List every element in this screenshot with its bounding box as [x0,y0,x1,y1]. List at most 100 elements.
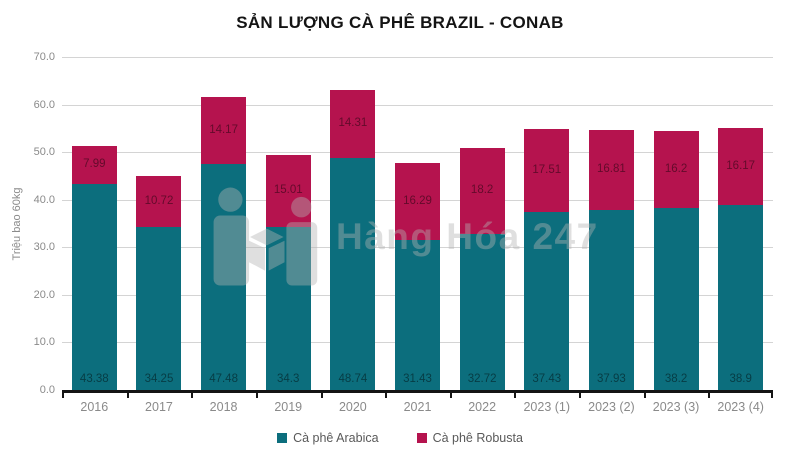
bar-value-label: 47.48 [209,372,238,385]
x-tick-label: 2016 [80,400,109,414]
axis-tick [126,390,129,398]
bar-segment-arabica: 32.72 [459,234,505,390]
bar-value-label: 37.43 [532,372,562,385]
bar-value-label: 32.72 [467,372,497,385]
axis-tick [385,390,388,398]
axis-tick [514,390,517,398]
bar-segment-robusta: 15.01 [265,155,311,227]
bar-2023 (1): 37.43 17.51 [524,57,570,390]
chart-title: SẢN LƯỢNG CÀ PHÊ BRAZIL - CONAB [236,13,564,32]
bar-2021: 31.43 16.29 [395,57,440,390]
y-tick-label: 40.0 [33,193,55,206]
gridline [62,152,773,154]
bar-segment-arabica: 47.48 [201,164,247,390]
bar-segment-robusta: 16.2 [653,131,699,209]
bar-segment-robusta: 10.72 [136,176,182,228]
legend-item: Cà phê Robusta [416,431,523,445]
x-tick-label: 2023 (2) [588,400,635,414]
bar-value-label: 18.2 [470,184,494,197]
legend-label: Cà phê Robusta [432,431,523,445]
x-tick-label: 2017 [145,400,173,414]
axis-tick [255,390,258,398]
y-axis: 0.0 10.0 20.0 30.0 40.0 50.0 60.0 70.0 [0,51,55,396]
legend: Cà phê Arabica Cà phê Robusta [0,431,800,445]
bar-2023 (2): 37.93 16.81 [588,57,634,390]
axis-tick [449,390,452,398]
axis-tick [320,390,323,398]
legend-swatch-robusta [416,433,427,443]
x-tick-label: 2022 [468,400,497,414]
bar-segment-robusta: 14.31 [330,90,376,159]
y-tick-label: 70.0 [33,51,55,63]
bar-segment-robusta: 18.2 [459,147,505,235]
axis-tick [771,390,773,398]
axis-tick [643,390,646,398]
bar-2018: 47.48 14.17 [201,57,247,390]
x-tick-label: 2023 (1) [523,400,571,414]
y-tick-label: 20.0 [33,288,55,301]
x-tick-label: 2023 (4) [717,400,764,414]
bar-segment-robusta: 14.17 [201,96,247,165]
bar-2020: 48.74 14.31 [330,57,376,390]
bar-segment-arabica: 34.3 [265,226,311,390]
bar-segment-arabica: 37.43 [524,211,570,390]
bar-segment-arabica: 48.74 [330,158,376,390]
plot-area: 43.38 7.99 2016 34.25 10.72 2017 47.48 14.17 201… [62,57,773,414]
bar-value-label: 7.99 [83,157,106,170]
axis-tick [191,390,194,398]
bar-value-label: 15.01 [273,184,303,197]
y-tick-label: 10.0 [33,336,55,349]
bar-value-label: 14.31 [338,117,368,130]
bar-segment-robusta: 17.51 [524,128,570,212]
bar-2022: 32.72 18.2 [459,57,505,390]
bar-2023 (4): 38.9 16.17 [718,57,764,390]
bar-value-label: 34.3 [277,372,300,385]
bar-segment-robusta: 7.99 [71,145,117,184]
bar-value-label: 16.29 [403,194,432,207]
bar-segment-robusta: 16.17 [718,128,764,205]
x-tick-label: 2019 [274,400,303,414]
bar-value-label: 48.74 [338,372,368,385]
y-tick-label: 0.0 [39,384,55,396]
bar-segment-arabica: 37.93 [588,209,634,390]
bar-segment-arabica: 43.38 [71,183,117,390]
bar-segment-arabica: 31.43 [395,240,440,390]
y-tick-label: 30.0 [33,241,55,254]
gridline [62,104,773,106]
legend-item: Cà phê Arabica [277,431,379,445]
bar-value-label: 43.38 [79,372,109,385]
bar-2017: 34.25 10.72 [136,57,182,390]
bar-segment-robusta: 16.81 [588,129,634,210]
bar-2019: 34.3 15.01 [265,57,311,390]
x-axis-line [62,390,773,393]
legend-swatch-arabica [277,433,288,443]
x-tick-label: 2021 [403,400,432,414]
y-tick-label: 50.0 [33,146,55,159]
bar-2016: 43.38 7.99 [71,57,117,390]
bar-value-label: 34.25 [144,372,174,385]
axis-tick [708,390,711,398]
bar-value-label: 16.81 [597,162,626,175]
bar-segment-robusta: 16.29 [395,163,440,241]
bar-2023 (3): 38.2 16.2 [653,57,699,390]
axis-tick [579,390,582,398]
bar-value-label: 38.2 [664,372,688,385]
bar-value-label: 37.93 [597,372,626,385]
x-tick-label: 2020 [338,400,367,414]
bar-value-label: 38.9 [729,372,752,385]
bar-value-label: 17.51 [532,163,562,176]
bar-value-label: 31.43 [403,372,432,385]
bar-segment-arabica: 38.9 [718,204,764,390]
bar-value-label: 14.17 [209,123,238,136]
x-tick-label: 2023 (3) [652,400,700,414]
bar-segment-arabica: 34.25 [136,227,182,390]
bar-value-label: 10.72 [144,194,174,207]
legend-label: Cà phê Arabica [293,431,379,445]
axis-tick [62,390,64,398]
gridline [62,57,773,58]
bar-segment-arabica: 38.2 [653,208,699,390]
x-tick-label: 2018 [209,400,238,414]
y-tick-label: 60.0 [33,98,55,111]
bar-value-label: 16.2 [664,163,688,175]
